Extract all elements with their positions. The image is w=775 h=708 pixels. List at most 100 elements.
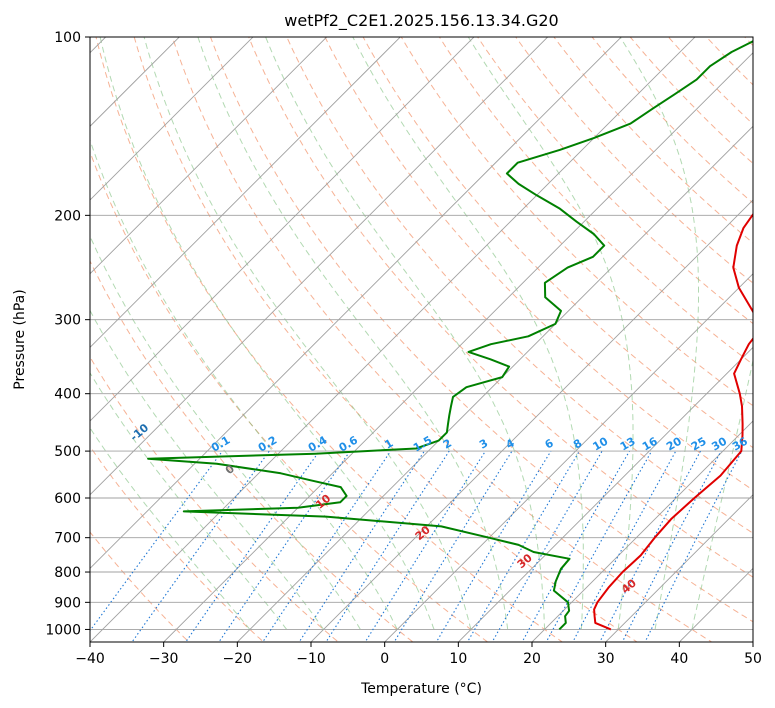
dry-adiabat-line [209,37,753,623]
isotherms [0,10,753,654]
mixing-ratio-line [491,450,603,642]
dry-adiabat-line [171,37,713,642]
x-tick-label: −40 [75,651,105,667]
mixing-ratio-line [466,450,580,642]
isotherm-line [384,273,753,642]
y-tick-label: 300 [54,313,81,329]
isotherm-line [752,641,753,642]
isotherm-line [90,37,180,127]
isotherm-line [90,37,475,422]
dry-adiabat-line [400,37,753,407]
plot-frame [89,36,754,643]
isotherm-line [90,37,696,642]
x-tick-label: 20 [523,651,541,667]
moist-adiabat-line [619,37,699,630]
moist-adiabat-line [90,371,288,630]
moist-adiabat-line [90,138,398,630]
y-tick-label: 600 [54,491,81,507]
dry-adiabat-label: -10 [128,421,152,444]
isotherm-line [457,346,753,642]
dry-adiabat-line [756,10,775,654]
data-series [147,40,753,631]
dry-adiabat-line [515,37,753,284]
mixing-ratio-line [644,450,743,642]
isotherm-line [90,37,328,275]
mixing-ratio-line [131,450,270,642]
isotherm-line [0,10,59,654]
moist-adiabat-line [99,37,435,630]
chart-title: wetPf2_C2E1.2025.156.13.34.G20 [284,11,558,31]
dry-adiabat-line [629,37,753,165]
mixing-ratio-lines [90,450,743,642]
moist-adiabats [90,37,753,630]
dry-adiabat-line [90,150,489,642]
dry-adiabat-label: 40 [619,576,639,596]
moist-adiabat-line [197,37,509,630]
mixing-ratio-line [435,450,552,642]
isotherm-line [236,125,753,642]
mixing-ratio-label: 3 [477,437,490,452]
moist-adiabat-line [90,427,251,630]
mixing-ratio-line [185,450,320,642]
y-axis: 100 200 300 400 500 600 700 800 900 1000 [45,30,90,638]
moist-adiabat-line [691,358,753,630]
y-tick-label: 500 [54,444,81,460]
mixing-ratio-line [621,450,722,642]
moist-adiabat-line [143,37,472,630]
mixing-ratio-label: 2 [441,437,454,452]
x-tick-label: 30 [597,651,615,667]
mixing-ratio-line [325,450,450,642]
y-tick-label: 200 [54,208,81,224]
x-tick-label: 10 [449,651,467,667]
moist-adiabat-line [467,37,634,630]
dry-adiabats [90,10,775,654]
dry-adiabat-line [90,259,414,642]
dry-adiabat-line [744,37,753,47]
x-axis-title: Temperature (°C) [360,681,482,697]
dry-adiabat-line [95,37,564,642]
dry-adiabat-label: 0 [223,462,237,477]
y-tick-label: 900 [54,595,81,611]
dry-adiabat-line [248,37,753,578]
mixing-ratio-line [364,450,486,642]
mixing-ratio-line [545,450,653,642]
x-tick-label: −10 [296,651,326,667]
dry-adiabat-line [133,37,638,642]
isotherm-line [310,199,753,642]
moist-adiabat-line [265,37,546,630]
plot-area: -100-90-80-70-60-50-40-30-20-10010203040… [0,10,775,654]
temperature-profile-line [593,212,753,631]
dry-adiabat-line [438,37,753,366]
isotherm-line [90,37,549,496]
x-tick-label: 0 [380,651,389,667]
x-axis: −40 −30 −20 −10 0 10 20 30 40 50 [75,642,762,667]
mixing-ratio-line [599,450,701,642]
isotherm-line [163,52,753,642]
isotherm-line [90,37,401,348]
y-tick-label: 800 [54,565,81,581]
mixing-ratio-label: 4 [504,436,517,451]
isotherm-line [605,494,753,642]
isotherm-line [531,420,753,642]
mixing-ratio-line [90,450,223,632]
x-tick-label: 50 [744,651,762,667]
mixing-ratio-line [393,450,513,642]
isotherm-line [90,37,622,570]
mixing-ratio-line [218,450,351,642]
moist-adiabat-line [90,235,361,630]
mixing-ratio-label: 6 [543,436,556,451]
x-tick-label: −20 [223,651,253,667]
dry-adiabat-line [90,531,190,642]
mixing-ratio-line [262,450,392,642]
isotherm-line [90,37,254,201]
dry-adiabat-label: 10 [313,492,333,512]
dry-adiabat-line [705,37,753,86]
dry-adiabat-line [362,37,753,449]
isobars [90,37,753,630]
y-tick-label: 400 [54,387,81,403]
y-tick-label: 700 [54,531,81,547]
dry-adiabat-line [90,356,340,642]
y-tick-label: 100 [54,30,81,46]
mixing-ratio-line [298,450,425,642]
